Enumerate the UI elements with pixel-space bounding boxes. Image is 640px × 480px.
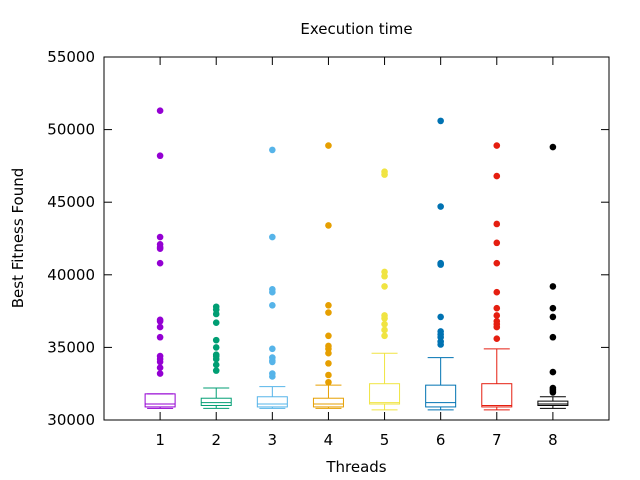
outlier-point bbox=[212, 367, 220, 374]
outlier-point bbox=[493, 288, 501, 296]
outlier-point bbox=[156, 245, 164, 252]
chart-title: Execution time bbox=[300, 20, 412, 38]
outlier-point bbox=[325, 371, 332, 379]
outlier-point bbox=[381, 326, 388, 334]
outlier-point bbox=[381, 315, 388, 322]
box-iqr bbox=[537, 400, 569, 406]
y-tick-label: 45000 bbox=[47, 193, 95, 211]
outlier-point bbox=[212, 355, 220, 363]
y-tick-label: 55000 bbox=[47, 48, 95, 66]
outlier-point bbox=[269, 146, 276, 154]
x-tick-label: 3 bbox=[268, 431, 278, 449]
outlier-point bbox=[493, 312, 501, 319]
outlier-point bbox=[549, 333, 557, 341]
x-tick-label: 8 bbox=[548, 431, 558, 449]
outlier-point bbox=[325, 222, 332, 229]
box-iqr bbox=[144, 393, 176, 408]
outlier-point bbox=[325, 301, 332, 309]
outlier-point bbox=[493, 142, 501, 149]
outlier-point bbox=[381, 320, 388, 328]
x-tick-label: 1 bbox=[155, 431, 165, 449]
outlier-point bbox=[156, 370, 164, 377]
outlier-point bbox=[381, 283, 388, 290]
outlier-point bbox=[437, 313, 444, 321]
outlier-point bbox=[212, 361, 220, 369]
y-axis-title: Best Fitness Found bbox=[9, 168, 27, 309]
outlier-point bbox=[269, 345, 276, 353]
box-iqr bbox=[312, 397, 344, 408]
plot-frame bbox=[103, 56, 610, 421]
outlier-point bbox=[325, 378, 332, 386]
x-tick-label: 2 bbox=[211, 431, 221, 449]
outlier-point bbox=[269, 233, 276, 241]
y-tick-label: 30000 bbox=[47, 411, 95, 429]
outlier-point bbox=[325, 332, 332, 340]
outlier-point bbox=[437, 341, 444, 348]
outlier-point bbox=[549, 313, 557, 321]
outlier-point bbox=[493, 172, 501, 180]
outlier-point bbox=[381, 332, 388, 340]
outlier-point bbox=[156, 364, 164, 372]
plot-area: 30000 35000 40000 45000 50000 55000 1 2 3 4 5 6 7 8 bbox=[47, 48, 610, 449]
outlier-point bbox=[325, 349, 332, 357]
x-tick-label: 4 bbox=[324, 431, 334, 449]
outlier-point bbox=[381, 171, 388, 178]
outlier-point bbox=[549, 368, 557, 376]
outlier-point bbox=[212, 344, 220, 351]
outlier-point bbox=[549, 389, 557, 396]
y-tick-label: 40000 bbox=[47, 266, 95, 284]
outlier-point bbox=[156, 323, 164, 331]
y-tick-label: 35000 bbox=[47, 338, 95, 356]
outlier-point bbox=[325, 142, 332, 149]
outlier-point bbox=[269, 358, 276, 366]
outlier-point bbox=[156, 358, 164, 366]
y-tick-label: 50000 bbox=[47, 121, 95, 139]
outlier-point bbox=[493, 239, 501, 247]
x-tick-label: 7 bbox=[492, 431, 502, 449]
box-iqr bbox=[369, 383, 401, 405]
outlier-point bbox=[156, 233, 164, 241]
outlier-point bbox=[212, 336, 220, 344]
outlier-point bbox=[493, 259, 501, 267]
outlier-point bbox=[156, 317, 164, 325]
outlier-point bbox=[156, 107, 164, 115]
outlier-point bbox=[156, 333, 164, 341]
outlier-point bbox=[437, 117, 444, 125]
outlier-point bbox=[269, 301, 276, 309]
x-axis-title: Threads bbox=[325, 458, 386, 476]
outlier-point bbox=[156, 152, 164, 160]
outlier-point bbox=[549, 143, 557, 151]
outlier-point bbox=[381, 272, 388, 280]
box-iqr bbox=[481, 383, 513, 408]
outlier-point bbox=[437, 261, 444, 268]
outlier-point bbox=[493, 304, 501, 312]
outlier-point bbox=[493, 323, 501, 331]
x-tick-label: 6 bbox=[436, 431, 446, 449]
box-iqr bbox=[425, 384, 457, 408]
outlier-point bbox=[437, 203, 444, 210]
outlier-point bbox=[269, 288, 276, 296]
box-iqr bbox=[256, 396, 288, 408]
outlier-point bbox=[493, 220, 501, 228]
outlier-point bbox=[212, 319, 220, 327]
outlier-point bbox=[549, 304, 557, 312]
outlier-point bbox=[549, 283, 557, 290]
outlier-point bbox=[212, 310, 220, 318]
outlier-point bbox=[325, 360, 332, 367]
outlier-point bbox=[156, 259, 164, 267]
outlier-point bbox=[493, 335, 501, 342]
box-iqr bbox=[200, 397, 232, 406]
x-tick-label: 5 bbox=[380, 431, 390, 449]
outlier-point bbox=[269, 373, 276, 380]
outlier-point bbox=[325, 309, 332, 316]
